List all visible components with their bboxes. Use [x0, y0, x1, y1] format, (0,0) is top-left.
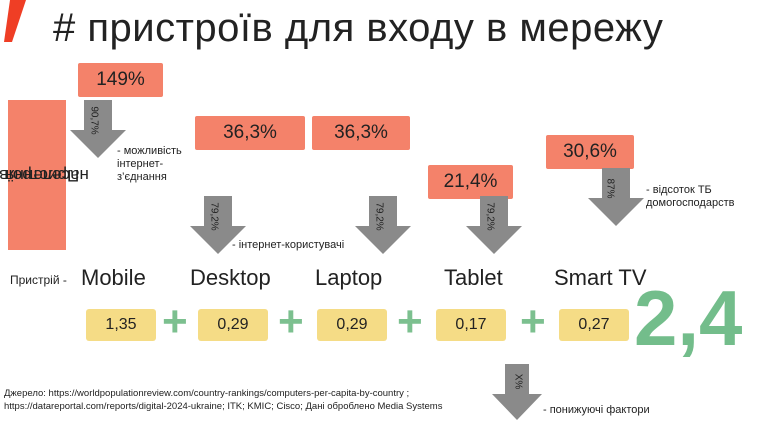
- page-title: # пристроїв для входу в мережу: [53, 6, 664, 50]
- laptop-value: 0,29: [317, 309, 387, 341]
- tv-penetration: 30,6%: [546, 135, 634, 169]
- tablet-arrow-pct: 79,2%: [484, 202, 496, 231]
- logo-mark: [4, 0, 26, 42]
- device-laptop: Laptop: [315, 265, 383, 290]
- plus-sign-4: +: [520, 297, 546, 346]
- mobile-value: 1,35: [86, 309, 156, 341]
- desktop-down-arrow-icon: [190, 196, 246, 254]
- mobile-note-line3: з’єднання: [117, 171, 167, 183]
- device-tablet: Tablet: [444, 265, 503, 290]
- desktop-penetration: 36,3%: [195, 116, 305, 150]
- tv-note: - відсоток ТБ домогосподарств: [646, 184, 734, 210]
- tv-note-line2: домогосподарств: [646, 197, 735, 209]
- tablet-down-arrow-icon: [466, 196, 522, 254]
- laptop-penetration: 36,3%: [312, 116, 410, 150]
- desktop-note: - інтернет-користувачі: [232, 239, 345, 251]
- device-row-label: Пристрій -: [10, 273, 67, 287]
- desktop-value: 0,29: [198, 309, 268, 341]
- device-desktop: Desktop: [190, 265, 271, 290]
- total-value: 2,4: [634, 274, 743, 362]
- plus-sign-3: +: [397, 297, 423, 346]
- source-line2: https://datareportal.com/reports/digital…: [4, 401, 443, 412]
- tv-down-arrow-icon: [588, 168, 644, 226]
- desktop-arrow-pct: 79,2%: [208, 202, 220, 231]
- plus-sign-2: +: [278, 297, 304, 346]
- device-mobile: Mobile: [81, 265, 146, 290]
- tv-note-line1: - відсоток ТБ: [646, 184, 712, 196]
- tablet-penetration: 21,4%: [428, 165, 513, 199]
- side-label-line2: населення: [5, 166, 89, 185]
- mobile-down-arrow-icon: [70, 100, 126, 158]
- side-label-box: [8, 100, 66, 250]
- source-citation: Джерело: https://worldpopulationreview.c…: [4, 387, 494, 413]
- source-line1: Джерело: https://worldpopulationreview.c…: [4, 388, 410, 399]
- mobile-penetration: 149%: [78, 63, 163, 97]
- tablet-value: 0,17: [436, 309, 506, 341]
- device-smart-tv: Smart TV: [554, 265, 647, 290]
- reducing-factors-arrow-icon: [492, 364, 542, 420]
- mobile-note-line1: - можливість: [117, 145, 182, 157]
- side-label: Пристроїв донаселення: [0, 100, 89, 250]
- mobile-note: - можливість інтернет- з’єднання: [117, 145, 182, 184]
- reducing-factors-note: - понижуючі фактори: [543, 404, 650, 416]
- plus-sign-1: +: [162, 297, 188, 346]
- laptop-down-arrow-icon: [355, 196, 411, 254]
- tv-arrow-pct: 87%: [604, 178, 616, 199]
- mobile-note-line2: інтернет-: [117, 158, 164, 170]
- tv-value: 0,27: [559, 309, 629, 341]
- laptop-arrow-pct: 79,2%: [373, 202, 385, 231]
- reducing-factors-arrow-label: X%: [512, 373, 524, 390]
- mobile-arrow-pct: 90,7%: [88, 106, 100, 135]
